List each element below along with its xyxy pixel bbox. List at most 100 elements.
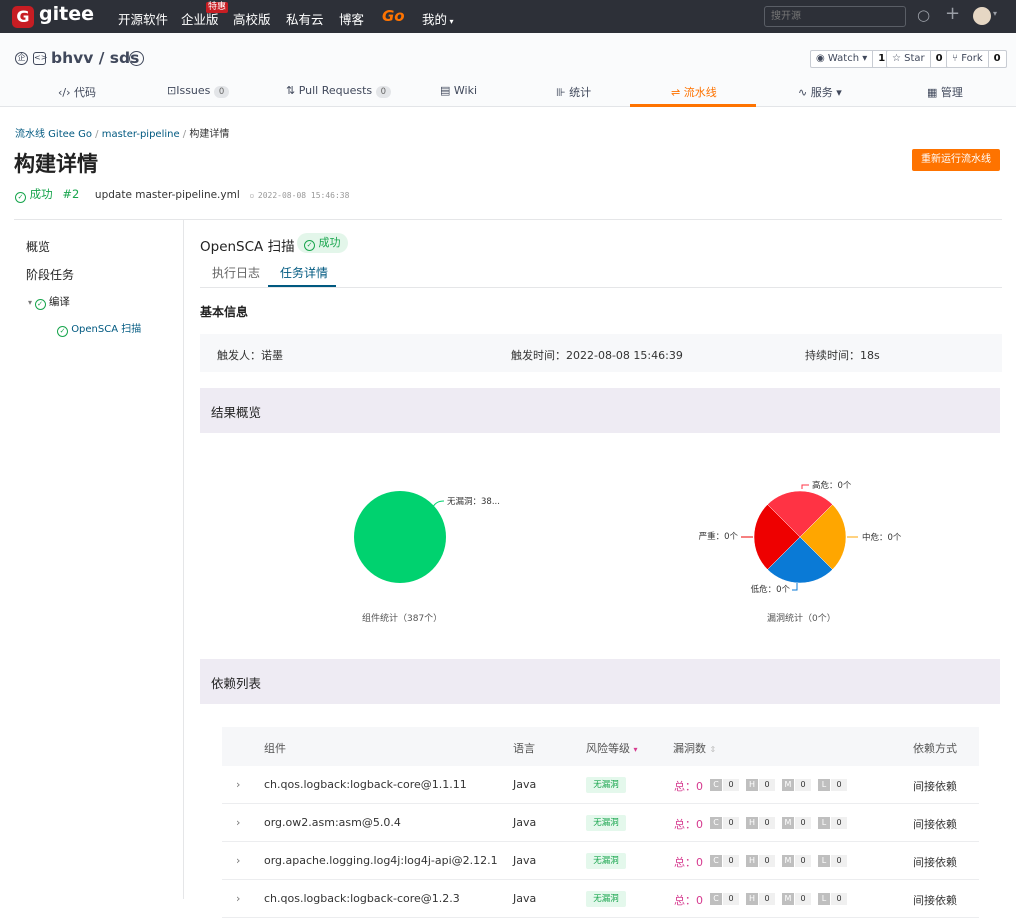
breadcrumb: 流水线 Gitee Go / master-pipeline / 构建详情	[15, 129, 230, 140]
table-row[interactable]	[222, 766, 979, 804]
component-chart-caption: 组件统计（387个）	[362, 614, 443, 624]
tab-code[interactable]: ‹/› 代码	[58, 84, 96, 100]
caret-down-icon: ▾	[28, 298, 35, 307]
sort-desc-icon: ▾	[633, 745, 638, 754]
nav-enterprise[interactable]: 企业版	[181, 12, 219, 27]
nav-open-source[interactable]: 开源软件	[118, 12, 169, 27]
breadcrumb-master-pipeline[interactable]: master-pipeline	[101, 129, 180, 140]
rerun-pipeline-button[interactable]: 重新运行流水线	[912, 149, 1000, 171]
pie-slice-no-vuln[interactable]	[354, 491, 446, 583]
medium-label: M	[782, 779, 794, 791]
tab-manage[interactable]: ▦ 管理	[927, 84, 963, 100]
caret-down-icon[interactable]: ▾	[993, 9, 998, 18]
gitee-logo-text[interactable]: gitee	[39, 3, 94, 25]
risk-badge: 无漏洞	[586, 815, 626, 831]
vuln-total: 总：0	[674, 780, 703, 793]
breadcrumb-current: 构建详情	[189, 129, 230, 140]
high-label: H	[746, 779, 758, 791]
pie-label-critical: 严重：0个	[699, 531, 739, 542]
high-count: 0	[759, 817, 775, 829]
nav-private-cloud[interactable]: 私有云	[286, 12, 324, 27]
medium-label: M	[782, 817, 794, 829]
tab-wiki[interactable]: ▤ Wiki	[440, 84, 477, 97]
services-icon: ∿	[798, 86, 811, 99]
sort-icon: ⇕	[709, 745, 717, 754]
calendar-icon: ▫	[249, 191, 255, 200]
tab-issues[interactable]: ⊡Issues 0	[167, 84, 230, 98]
pie-slice-low[interactable]	[767, 536, 833, 584]
subtab-divider	[200, 287, 1002, 288]
sidebar-item-stages[interactable]: 阶段任务	[26, 268, 75, 282]
label-leader	[801, 484, 809, 489]
sidebar-stage-compile[interactable]: ▾ ✓ 编译	[28, 294, 70, 310]
tab-stats[interactable]: ⊪ 统计	[556, 84, 591, 100]
table-row[interactable]	[222, 842, 979, 880]
expand-chevron-icon[interactable]: ›	[236, 778, 241, 791]
low-label: L	[818, 855, 830, 867]
run-number[interactable]: #2	[62, 187, 80, 201]
run-status: 成功	[29, 187, 53, 201]
enterprise-icon: 企	[15, 52, 28, 65]
component-pie-chart: 无漏洞：38...	[354, 491, 500, 583]
medium-count: 0	[795, 779, 811, 791]
user-avatar[interactable]	[973, 7, 991, 25]
watch-button[interactable]: ◉ Watch ▾ 1	[810, 50, 892, 68]
tab-wiki-label: Wiki	[453, 84, 478, 97]
tab-services[interactable]: ∿ 服务 ▾	[798, 84, 842, 100]
sidebar-item-overview[interactable]: 概览	[26, 240, 51, 254]
tab-pull-requests[interactable]: ⇅ Pull Requests 0	[286, 84, 392, 98]
fork-button[interactable]: ⑂ Fork 0	[946, 50, 1007, 68]
repo-title[interactable]: bhvv / sds	[51, 49, 140, 67]
dependency-type: 间接依赖	[913, 780, 957, 793]
job-title: OpenSCA 扫描	[200, 239, 295, 255]
pie-slice-critical[interactable]	[753, 504, 801, 570]
bulb-icon[interactable]: ○	[917, 6, 931, 24]
col-vulns[interactable]: 漏洞数 ⇕	[673, 740, 716, 756]
watch-label: Watch	[827, 53, 860, 64]
low-label: L	[818, 817, 830, 829]
trigger-user: 触发人：诺墨	[217, 349, 283, 362]
gitee-logo-icon[interactable]: G	[12, 6, 34, 28]
expand-chevron-icon[interactable]: ›	[236, 854, 241, 867]
critical-label: C	[710, 893, 722, 905]
vuln-total: 总：0	[674, 818, 703, 831]
vuln-total: 总：0	[674, 856, 703, 869]
plus-icon[interactable]: +	[945, 3, 961, 24]
wiki-icon: ▤	[440, 84, 454, 97]
result-overview-header: 结果概览	[200, 388, 1000, 433]
page-title: 构建详情	[14, 152, 98, 176]
nav-university[interactable]: 高校版	[233, 12, 271, 27]
nav-blog[interactable]: 博客	[339, 12, 365, 27]
hot-badge: 特惠	[206, 2, 229, 13]
star-label: Star	[904, 53, 925, 64]
col-risk[interactable]: 风险等级 ▾	[586, 740, 638, 756]
fork-label: Fork	[961, 53, 983, 64]
tab-task-detail[interactable]: 任务详情	[280, 266, 329, 280]
pie-slice-medium[interactable]	[799, 504, 847, 570]
table-row[interactable]	[222, 804, 979, 842]
basic-info-box: 触发人：诺墨 触发时间：2022-08-08 15:46:39 持续时间：18s	[200, 334, 1002, 372]
breadcrumb-pipeline[interactable]: 流水线 Gitee Go	[15, 129, 92, 140]
success-check-icon: ✓	[34, 299, 46, 310]
nav-gitee-go[interactable]: Go	[382, 7, 405, 25]
pie-slice-high[interactable]	[767, 490, 833, 538]
critical-count: 0	[723, 855, 739, 867]
search-input[interactable]	[764, 6, 906, 27]
repo-header	[0, 33, 1016, 107]
high-label: H	[746, 893, 758, 905]
risk-badge: 无漏洞	[586, 853, 626, 869]
nav-mine[interactable]: 我的 ▾	[422, 9, 454, 28]
fork-icon: ⑂	[952, 53, 962, 64]
tab-services-label: 服务	[810, 86, 833, 99]
critical-label: C	[710, 817, 722, 829]
dependency-type: 间接依赖	[913, 856, 957, 869]
star-button[interactable]: ☆ Star 0	[886, 50, 949, 68]
tab-pipeline[interactable]: ⇌ 流水线	[671, 84, 717, 100]
expand-chevron-icon[interactable]: ›	[236, 816, 241, 829]
success-check-icon: ✓	[304, 240, 315, 251]
divider	[14, 219, 1002, 220]
sidebar-job-opensca[interactable]: ✓ OpenSCA 扫描	[57, 320, 141, 337]
medium-count: 0	[795, 893, 811, 905]
tab-execution-log[interactable]: 执行日志	[212, 266, 261, 280]
